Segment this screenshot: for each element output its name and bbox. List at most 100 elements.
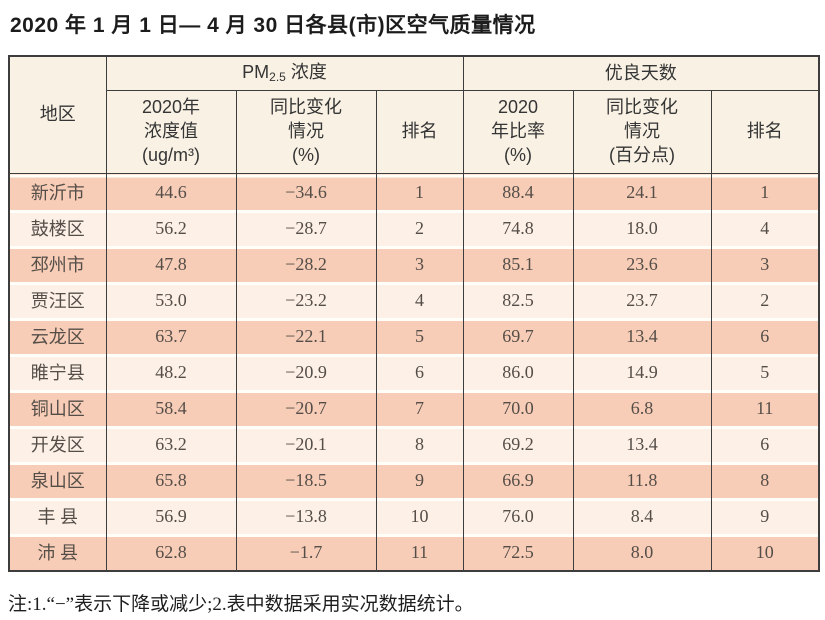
value-cell: 74.8 xyxy=(462,210,574,246)
value-cell: 18.0 xyxy=(572,210,712,246)
value-cell: 86.0 xyxy=(462,354,574,390)
rank-cell: 6 xyxy=(375,354,464,390)
table-row: 丰 县 56.9 −13.8 10 76.0 8.4 9 xyxy=(8,498,820,534)
value-cell: 48.2 xyxy=(105,354,237,390)
good-days-ratio-header-cell: 2020 年比率 (%) xyxy=(462,90,574,174)
value-cell: 69.2 xyxy=(462,426,574,462)
region-cell: 睢宁县 xyxy=(8,354,107,390)
table-row: 沛 县 62.8 −1.7 11 72.5 8.0 10 xyxy=(8,534,820,571)
page-title: 2020 年 1 月 1 日— 4 月 30 日各县(市)区空气质量情况 xyxy=(10,14,536,37)
value-cell: 69.7 xyxy=(462,318,574,354)
pm25-value-header-cell: 2020年 浓度值 (ug/m³) xyxy=(105,90,237,174)
table-row: 泉山区 65.8 −18.5 9 66.9 11.8 8 xyxy=(8,462,820,498)
rank-cell: 9 xyxy=(375,462,464,498)
footnote: 注:1.“−”表示下降或减少;2.表中数据采用实况数据统计。 xyxy=(8,594,474,615)
rank-cell: 5 xyxy=(710,354,820,390)
value-cell: 47.8 xyxy=(105,246,237,282)
rank-cell: 8 xyxy=(710,462,820,498)
value-cell: −34.6 xyxy=(235,173,377,210)
value-cell: 82.5 xyxy=(462,282,574,318)
group-header-row: 地区 PM2.5 浓度 优良天数 xyxy=(8,55,820,174)
rank-cell: 8 xyxy=(375,426,464,462)
value-cell: 56.2 xyxy=(105,210,237,246)
rank-cell: 10 xyxy=(375,498,464,534)
rank-cell: 4 xyxy=(375,282,464,318)
region-cell: 鼓楼区 xyxy=(8,210,107,246)
good-days-rank-header-cell: 排名 xyxy=(710,90,820,174)
value-cell: 53.0 xyxy=(105,282,237,318)
table-row: 铜山区 58.4 −20.7 7 70.0 6.8 11 xyxy=(8,390,820,426)
value-cell: −28.7 xyxy=(235,210,377,246)
value-cell: 23.7 xyxy=(572,282,712,318)
rank-cell: 2 xyxy=(375,210,464,246)
value-cell: 24.1 xyxy=(572,173,712,210)
table-row: 贾汪区 53.0 −23.2 4 82.5 23.7 2 xyxy=(8,282,820,318)
pm25-rank-header-cell: 排名 xyxy=(375,90,464,174)
pm25-label-prefix: PM xyxy=(242,62,270,83)
value-cell: 8.4 xyxy=(572,498,712,534)
table-body: 新沂市 44.6 −34.6 1 88.4 24.1 1 鼓楼区 56.2 −28.7 2 74.8 1… xyxy=(8,173,820,571)
good-days-change-header-cell: 同比变化 情况 (百分点) xyxy=(572,90,712,174)
table-row: 邳州市 47.8 −28.2 3 85.1 23.6 3 xyxy=(8,246,820,282)
rank-cell: 11 xyxy=(710,390,820,426)
region-cell: 铜山区 xyxy=(8,390,107,426)
value-cell: −20.9 xyxy=(235,354,377,390)
value-cell: 11.8 xyxy=(572,462,712,498)
value-cell: −20.1 xyxy=(235,426,377,462)
air-quality-table: 地区 PM2.5 浓度 优良天数 2020年 浓度值 (ug/m³) 同比变化 … xyxy=(8,55,821,572)
value-cell: −22.1 xyxy=(235,318,377,354)
region-header-cell: 地区 xyxy=(8,55,107,174)
table-row: 开发区 63.2 −20.1 8 69.2 13.4 6 xyxy=(8,426,820,462)
value-cell: 63.7 xyxy=(105,318,237,354)
rank-cell: 7 xyxy=(375,390,464,426)
value-cell: 72.5 xyxy=(462,534,574,571)
rank-cell: 1 xyxy=(710,173,820,210)
region-cell: 泉山区 xyxy=(8,462,107,498)
value-cell: 56.9 xyxy=(105,498,237,534)
value-cell: −13.8 xyxy=(235,498,377,534)
rank-cell: 1 xyxy=(375,173,464,210)
sub-header-row: 2020年 浓度值 (ug/m³) 同比变化 情况 (%) 排名 2020 年比… xyxy=(9,90,820,174)
value-cell: 6.8 xyxy=(572,390,712,426)
pm25-group-header: PM2.5 浓度 xyxy=(105,55,464,91)
value-cell: 88.4 xyxy=(462,173,574,210)
rank-cell: 5 xyxy=(375,318,464,354)
value-cell: 63.2 xyxy=(105,426,237,462)
region-cell: 邳州市 xyxy=(8,246,107,282)
table-header: 地区 PM2.5 浓度 优良天数 2020年 浓度值 (ug/m³) 同比变化 … xyxy=(8,55,820,174)
value-cell: 13.4 xyxy=(572,426,712,462)
region-cell: 开发区 xyxy=(8,426,107,462)
rank-cell: 2 xyxy=(710,282,820,318)
value-cell: 85.1 xyxy=(462,246,574,282)
value-cell: 13.4 xyxy=(572,318,712,354)
value-cell: 76.0 xyxy=(462,498,574,534)
rank-cell: 11 xyxy=(375,534,464,571)
pm25-label-suffix: 浓度 xyxy=(285,62,327,83)
value-cell: −1.7 xyxy=(235,534,377,571)
value-cell: 8.0 xyxy=(572,534,712,571)
region-cell: 丰 县 xyxy=(8,498,107,534)
table-row: 睢宁县 48.2 −20.9 6 86.0 14.9 5 xyxy=(8,354,820,390)
region-cell: 新沂市 xyxy=(8,173,107,210)
rank-cell: 6 xyxy=(710,426,820,462)
value-cell: 70.0 xyxy=(462,390,574,426)
value-cell: −23.2 xyxy=(235,282,377,318)
value-cell: 58.4 xyxy=(105,390,237,426)
good-days-group-header: 优良天数 xyxy=(462,55,820,91)
rank-cell: 3 xyxy=(710,246,820,282)
rank-cell: 9 xyxy=(710,498,820,534)
value-cell: −28.2 xyxy=(235,246,377,282)
value-cell: 65.8 xyxy=(105,462,237,498)
table-row: 云龙区 63.7 −22.1 5 69.7 13.4 6 xyxy=(8,318,820,354)
table-row: 鼓楼区 56.2 −28.7 2 74.8 18.0 4 xyxy=(8,210,820,246)
region-cell: 沛 县 xyxy=(8,534,107,571)
table-row: 新沂市 44.6 −34.6 1 88.4 24.1 1 xyxy=(8,173,820,210)
value-cell: 23.6 xyxy=(572,246,712,282)
value-cell: −20.7 xyxy=(235,390,377,426)
region-cell: 云龙区 xyxy=(8,318,107,354)
value-cell: 66.9 xyxy=(462,462,574,498)
value-cell: 44.6 xyxy=(105,173,237,210)
pm25-label-subscript: 2.5 xyxy=(269,70,286,85)
rank-cell: 6 xyxy=(710,318,820,354)
